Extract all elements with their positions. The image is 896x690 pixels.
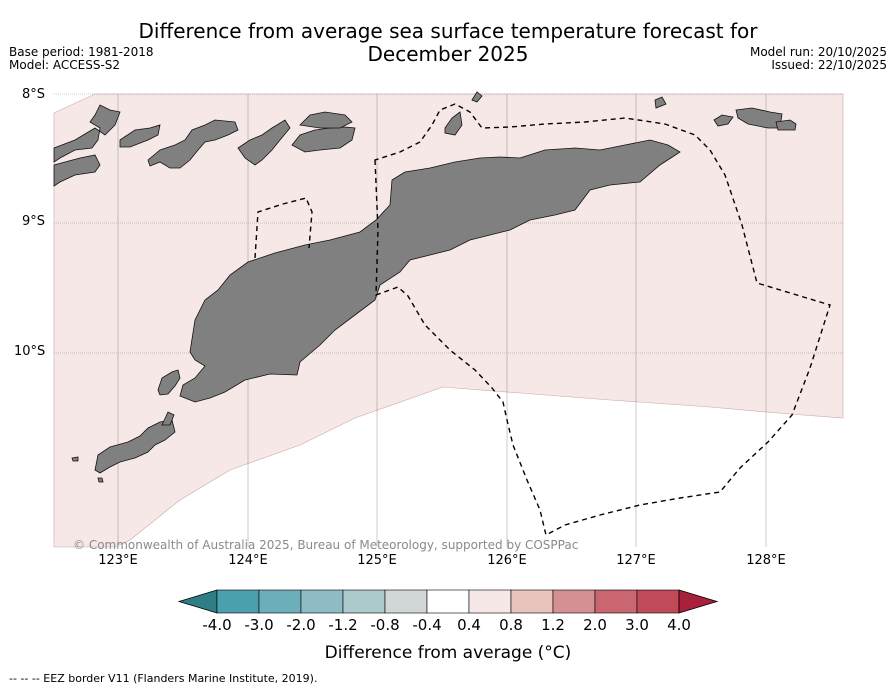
colorbar-tick: 0.4 xyxy=(457,616,481,634)
island-c xyxy=(237,119,291,166)
islet-1 xyxy=(471,91,483,103)
colorbar-tick: 1.2 xyxy=(541,616,565,634)
copyright-notice: © Commonwealth of Australia 2025, Bureau… xyxy=(73,538,579,552)
wetar-island xyxy=(53,104,121,163)
sawu-island-b xyxy=(161,411,175,426)
lon-label-128: 128°E xyxy=(746,553,786,568)
lon-label-123: 123°E xyxy=(98,553,138,568)
lat-label-8s: 8°S xyxy=(22,87,46,102)
colorbar-segment xyxy=(300,589,344,614)
islet-7 xyxy=(71,456,79,462)
model-name: Model: ACCESS-S2 xyxy=(9,58,121,72)
lat-label-9s: 9°S xyxy=(22,214,46,229)
colorbar-segment xyxy=(594,589,638,614)
colorbar-tick: -0.8 xyxy=(370,616,400,634)
eez-border xyxy=(254,103,831,537)
eez-border-enclave xyxy=(254,197,313,259)
colorbar-segment xyxy=(636,589,680,614)
land-masses xyxy=(53,91,797,483)
island-e xyxy=(299,111,353,129)
timor-island xyxy=(179,139,681,403)
colorbar-extend-low xyxy=(177,589,218,614)
meta-left: Base period: 1981-2018 Model: ACCESS-S2 xyxy=(9,46,154,72)
atauro-island xyxy=(444,111,463,136)
issued-date: Issued: 22/10/2025 xyxy=(771,58,887,72)
base-period: Base period: 1981-2018 xyxy=(9,45,154,59)
map-title: Difference from average sea surface temp… xyxy=(0,20,896,66)
title-line-2: December 2025 xyxy=(367,42,529,66)
colorbar-segment xyxy=(426,589,470,614)
lat-label-10s: 10°S xyxy=(14,344,46,359)
lon-label-126: 126°E xyxy=(487,553,527,568)
islet-6 xyxy=(97,477,104,483)
colorbar-segment xyxy=(510,589,554,614)
island-b xyxy=(147,119,239,169)
sawu-island-a xyxy=(94,419,176,474)
eez-legend: -- -- -- EEZ border V11 (Flanders Marine… xyxy=(9,672,318,685)
colorbar-segment xyxy=(216,589,260,614)
colorbar-segment xyxy=(384,589,428,614)
alor-island xyxy=(53,154,101,187)
colorbar-tick: -1.2 xyxy=(328,616,358,634)
colorbar-segments xyxy=(177,589,719,614)
rote-island xyxy=(157,369,181,396)
lon-label-125: 125°E xyxy=(357,553,397,568)
model-run: Model run: 20/10/2025 xyxy=(749,45,887,59)
colorbar-segment xyxy=(468,589,512,614)
islet-2 xyxy=(654,96,667,109)
colorbar-segment xyxy=(342,589,386,614)
colorbar-tick: -4.0 xyxy=(202,616,232,634)
colorbar-tick: -2.0 xyxy=(286,616,316,634)
island-a xyxy=(119,124,161,148)
title-line-1: Difference from average sea surface temp… xyxy=(138,19,758,43)
colorbar-tick: -0.4 xyxy=(412,616,442,634)
colorbar-tick: 3.0 xyxy=(625,616,649,634)
colorbar-extend-high xyxy=(678,589,719,614)
islet-5 xyxy=(775,119,797,131)
colorbar-label: Difference from average (°C) xyxy=(324,643,572,663)
eez-border-north xyxy=(374,103,831,537)
colorbar-tick: -3.0 xyxy=(244,616,274,634)
colorbar-tick: 0.8 xyxy=(499,616,523,634)
islet-3 xyxy=(713,114,734,127)
lon-label-127: 127°E xyxy=(616,553,656,568)
meta-right: Model run: 20/10/2025 Issued: 22/10/2025 xyxy=(750,46,887,72)
colorbar-tick: 2.0 xyxy=(583,616,607,634)
colorbar-segment xyxy=(552,589,596,614)
sst-anomaly-area xyxy=(53,93,844,548)
lon-label-124: 124°E xyxy=(228,553,268,568)
island-d xyxy=(291,126,356,153)
colorbar-segment xyxy=(258,589,302,614)
colorbar-tick: 4.0 xyxy=(667,616,691,634)
